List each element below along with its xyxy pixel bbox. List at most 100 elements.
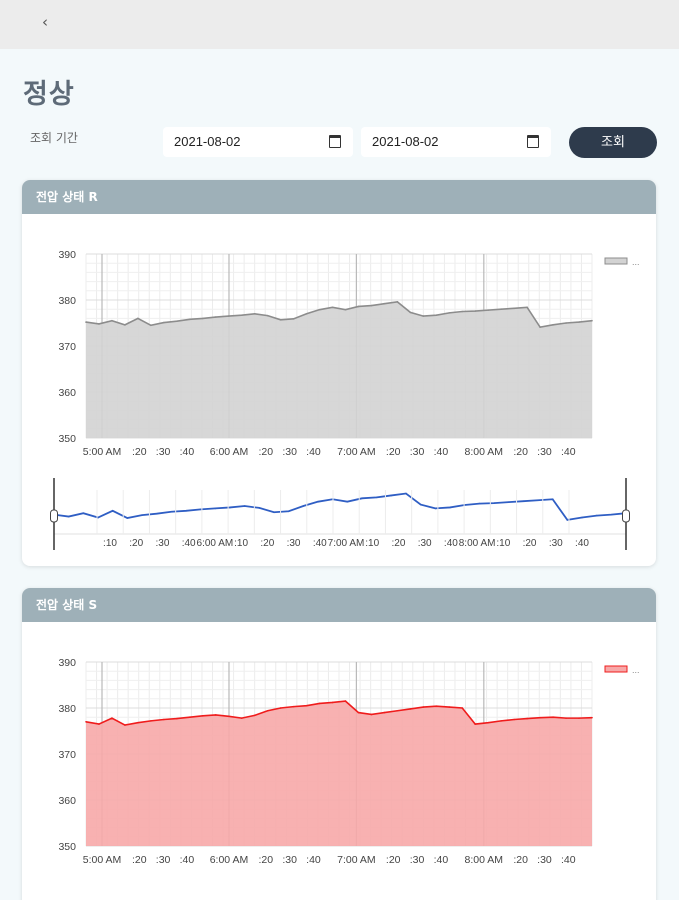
- data-point: [565, 322, 567, 324]
- navigator-point: [82, 512, 85, 514]
- data-point: [448, 312, 451, 314]
- navigator-point: [155, 512, 158, 515]
- data-point: [227, 315, 230, 317]
- data-point: [214, 316, 217, 318]
- navigator-point: [317, 500, 319, 503]
- data-point: [357, 305, 360, 308]
- data-point: [500, 720, 502, 722]
- x-tick-label: :20: [259, 854, 274, 866]
- data-point: [487, 309, 490, 311]
- data-point: [331, 701, 334, 704]
- data-point: [474, 310, 477, 312]
- x-tick-label: :20: [513, 446, 528, 458]
- navigator-point: [287, 510, 290, 513]
- calendar-icon[interactable]: [527, 135, 539, 148]
- data-point: [539, 326, 541, 328]
- y-tick-label: 380: [58, 295, 76, 307]
- navigator-point: [566, 519, 569, 521]
- navigator-point: [537, 499, 539, 502]
- navigator-point: [126, 517, 129, 519]
- legend-swatch: [604, 257, 628, 265]
- navigator-handle: [50, 509, 58, 523]
- data-point: [331, 306, 334, 309]
- data-point: [396, 301, 399, 303]
- navigator-point: [243, 505, 246, 507]
- x-tick-label: :40: [434, 446, 449, 458]
- x-tick-label: 5:00 AM: [83, 446, 122, 458]
- data-point: [227, 715, 230, 718]
- navigator-tick-label: :20: [391, 538, 405, 549]
- calendar-icon[interactable]: [329, 135, 341, 148]
- data-point: [150, 720, 152, 722]
- data-point: [552, 716, 554, 718]
- navigator-point: [199, 508, 202, 511]
- data-point: [188, 318, 191, 321]
- data-point: [513, 307, 515, 310]
- navigator-tick-label: :10: [103, 538, 117, 549]
- navigator-tick-label: :20: [260, 538, 274, 549]
- data-point: [163, 718, 165, 721]
- series-area: [86, 701, 592, 846]
- x-tick-label: :20: [386, 854, 401, 866]
- data-point: [163, 321, 165, 324]
- x-tick-label: :30: [156, 446, 171, 458]
- search-button[interactable]: 조회: [569, 127, 657, 158]
- data-point: [305, 313, 308, 315]
- data-point: [201, 715, 204, 717]
- x-tick-label: :20: [259, 446, 274, 458]
- x-tick-label: 8:00 AM: [465, 446, 504, 458]
- top-bar: ‹: [0, 0, 679, 49]
- data-point: [292, 318, 295, 320]
- data-point: [396, 709, 399, 712]
- data-point: [422, 315, 425, 317]
- voltage-s-chart[interactable]: 5:00 AM:20:30:40 6:00 AM:20:30:40 7:00 AM:…: [22, 622, 656, 900]
- end-date-input[interactable]: 2021-08-02: [361, 127, 551, 157]
- navigator-point: [595, 514, 598, 517]
- navigator-point: [507, 501, 510, 503]
- navigator-point: [581, 516, 583, 519]
- navigator-tick-label: 6:00 AM: [197, 538, 234, 549]
- x-tick-label: :20: [513, 854, 528, 866]
- start-date-input[interactable]: 2021-08-02: [163, 127, 353, 157]
- navigator-point: [522, 500, 525, 503]
- navigator-tick-label: :10: [365, 538, 379, 549]
- data-point: [487, 721, 490, 724]
- data-point: [266, 314, 269, 317]
- x-tick-label: :40: [306, 446, 321, 458]
- data-point: [500, 308, 502, 310]
- navigator-point: [551, 498, 554, 501]
- back-chevron-icon[interactable]: ‹: [42, 13, 48, 31]
- data-point: [526, 717, 528, 720]
- x-tick-label: 6:00 AM: [210, 854, 249, 866]
- start-date-value: 2021-08-02: [174, 134, 241, 149]
- navigator-tick-label: :30: [287, 538, 301, 549]
- data-point: [318, 308, 321, 311]
- y-tick-label: 390: [58, 657, 76, 669]
- card-title: 전압 상태 R: [22, 180, 656, 214]
- navigator-point: [493, 502, 495, 504]
- data-point: [137, 317, 139, 320]
- data-point: [461, 310, 464, 313]
- navigator-line: [53, 492, 627, 521]
- x-tick-label: :30: [410, 446, 425, 458]
- y-tick-label: 370: [58, 749, 76, 761]
- navigator-point: [97, 516, 99, 519]
- data-point: [344, 308, 347, 311]
- data-point: [448, 706, 451, 708]
- data-point: [279, 707, 282, 709]
- x-tick-label: :30: [537, 854, 552, 866]
- y-tick-label: 380: [58, 703, 76, 715]
- data-point: [137, 721, 139, 724]
- x-tick-label: :40: [561, 446, 576, 458]
- navigator-tick-label: :40: [444, 538, 458, 549]
- navigator-point: [273, 511, 275, 514]
- navigator-point: [141, 514, 143, 516]
- data-point: [124, 724, 126, 726]
- x-tick-label: :30: [282, 446, 297, 458]
- series-line: [85, 300, 593, 329]
- data-point: [201, 317, 204, 320]
- navigator-tick-label: :40: [182, 538, 196, 549]
- navigator-point: [302, 505, 305, 507]
- x-tick-label: 8:00 AM: [465, 854, 504, 866]
- voltage-r-chart[interactable]: 5:00 AM:20:30:40 6:00 AM:20:30:40 7:00 AM:…: [22, 214, 656, 566]
